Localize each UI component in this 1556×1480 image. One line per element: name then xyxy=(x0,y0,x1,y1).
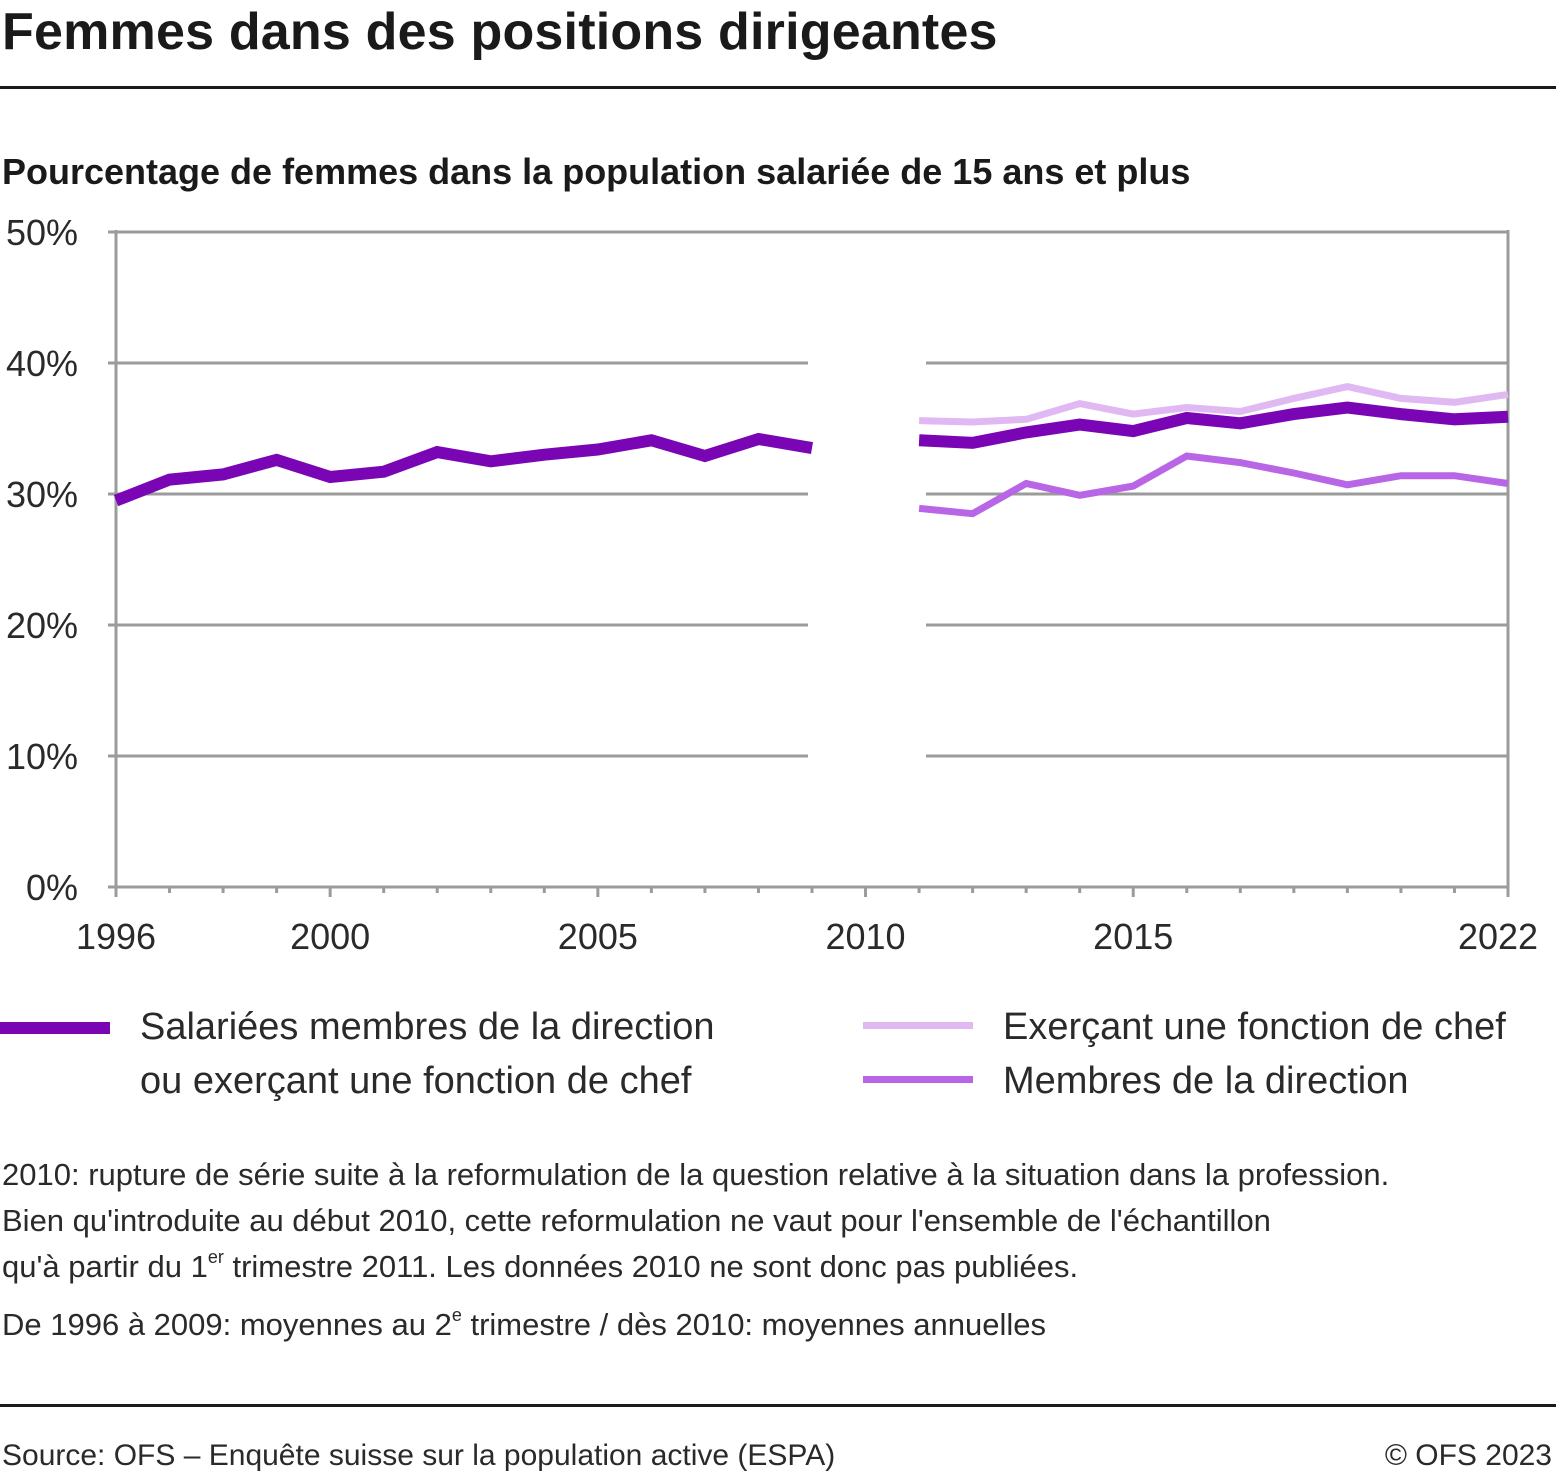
footnote-text: qu'à partir du 1 xyxy=(2,1249,208,1284)
y-tick-label: 40% xyxy=(6,343,78,384)
series-line-2 xyxy=(918,452,1509,518)
footnote-line: qu'à partir du 1er trimestre 2011. Les d… xyxy=(2,1244,1389,1290)
footnote-text: trimestre / dès 2010: moyennes annuelles xyxy=(461,1307,1047,1342)
y-tick-label: 20% xyxy=(6,605,78,646)
legend-label-line2: ou exerçant une fonction de chef xyxy=(140,1060,692,1102)
legend-label-total: Salariées membres de la direction ou exe… xyxy=(140,1000,715,1108)
source-text: Source: OFS – Enquête suisse sur la popu… xyxy=(2,1439,836,1472)
legend-swatch-direction xyxy=(863,1076,973,1083)
series-lines xyxy=(113,383,1509,518)
footnote-line: 2010: rupture de série suite à la reform… xyxy=(2,1157,1390,1192)
x-tick-label: 2015 xyxy=(1093,916,1173,957)
title-divider xyxy=(0,86,1556,89)
footnotes: 2010: rupture de série suite à la reform… xyxy=(2,1152,1389,1348)
series-line-1 xyxy=(919,383,1509,426)
chart-subtitle: Pourcentage de femmes dans la population… xyxy=(2,151,1191,192)
footnote-text: De 1996 à 2009: moyennes au 2 xyxy=(2,1307,452,1342)
y-axis-labels: 0% 10% 20% 30% 40% 50% xyxy=(6,212,78,908)
series-line-0 xyxy=(918,401,1509,449)
x-tick-label: 2010 xyxy=(825,916,905,957)
y-tick-label: 0% xyxy=(26,867,78,908)
legend: Salariées membres de la direction ou exe… xyxy=(0,1000,1556,1110)
y-tick-label: 30% xyxy=(6,474,78,515)
grid-lines xyxy=(116,361,1508,758)
legend-item-chef: Exerçant une fonction de chef xyxy=(863,1000,1506,1054)
legend-swatch-total xyxy=(0,1022,110,1034)
x-tick-label: 2005 xyxy=(558,916,638,957)
footnote-line: Bien qu'introduite au début 2010, cette … xyxy=(2,1203,1271,1238)
copyright-text: © OFS 2023 xyxy=(1384,1439,1552,1472)
legend-label-chef: Exerçant une fonction de chef xyxy=(1003,1006,1506,1048)
legend-swatch-chef xyxy=(863,1022,973,1029)
axes xyxy=(108,230,1510,897)
x-tick-label: 2000 xyxy=(290,916,370,957)
footnote-line: De 1996 à 2009: moyennes au 2e trimestre… xyxy=(2,1302,1389,1348)
x-axis-labels: 1996 2000 2005 2010 2015 2022 xyxy=(76,916,1538,957)
legend-label-line1: Salariées membres de la direction xyxy=(140,1006,715,1048)
legend-item-direction: Membres de la direction xyxy=(863,1054,1409,1108)
series-line-0 xyxy=(113,432,814,507)
legend-item-total: Salariées membres de la direction ou exe… xyxy=(0,1000,715,1108)
line-chart: 0% 10% 20% 30% 40% 50% 1996 2000 2005 2010 2015 20… xyxy=(6,212,1538,957)
footnote-superscript: e xyxy=(451,1305,462,1325)
y-tick-label: 10% xyxy=(6,736,78,777)
x-tick-label: 2022 xyxy=(1458,916,1538,957)
x-tick-label: 1996 xyxy=(76,916,156,957)
legend-label-direction: Membres de la direction xyxy=(1003,1060,1409,1102)
chart-title: Femmes dans des positions dirigeantes xyxy=(2,3,998,61)
footer-divider xyxy=(0,1404,1556,1407)
footnote-superscript: er xyxy=(207,1247,224,1267)
y-tick-label: 50% xyxy=(6,212,78,253)
footnote-text: trimestre 2011. Les données 2010 ne sont… xyxy=(223,1249,1079,1284)
